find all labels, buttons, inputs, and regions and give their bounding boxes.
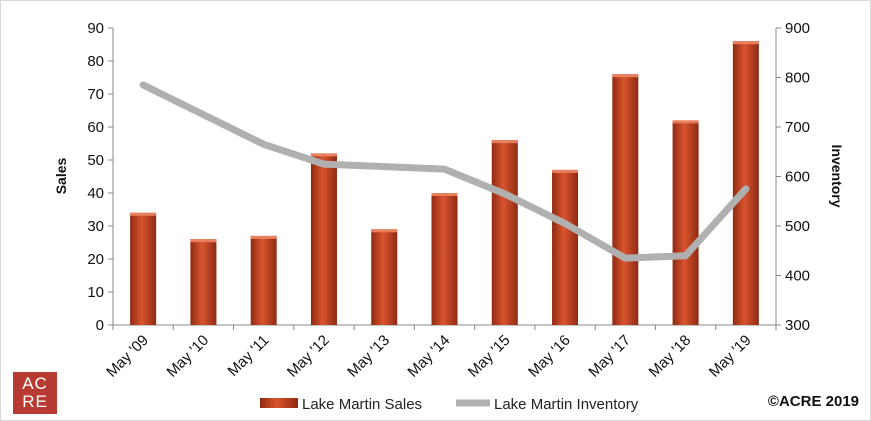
y2-tick-label: 700 <box>785 119 810 136</box>
x-tick-label: May '19 <box>706 332 755 381</box>
sales-bar-cap <box>612 74 639 78</box>
y2-tick-label: 900 <box>785 20 810 37</box>
y-tick-label: 10 <box>87 284 104 301</box>
sales-bar <box>612 74 639 325</box>
y2-tick-label: 300 <box>785 317 810 334</box>
y-tick-label: 80 <box>87 53 104 70</box>
inventory-line <box>139 81 750 262</box>
sales-bar-cap <box>672 120 699 124</box>
sales-bar <box>371 229 398 325</box>
axes: 0 10 20 30 40 50 60 70 80 90 300 400 500 600 700 800 900 <box>87 20 810 334</box>
x-tick-label: May '16 <box>525 332 574 381</box>
bar-series <box>130 41 759 326</box>
y-tick-label: 0 <box>96 317 104 334</box>
x-tick-label: May '18 <box>646 332 695 381</box>
sales-bar <box>672 120 699 326</box>
x-tick-label: May '12 <box>284 332 333 381</box>
x-tick-label: May '10 <box>163 332 212 381</box>
legend-label-sales: Lake Martin Sales <box>302 396 422 413</box>
y-tick-label: 30 <box>87 218 104 235</box>
x-tick-label: May '11 <box>224 332 272 380</box>
y-tick-label: 60 <box>87 119 104 136</box>
sales-bar <box>190 239 217 325</box>
y2-tick-label: 600 <box>785 169 810 186</box>
sales-bar-cap <box>431 193 458 196</box>
sales-bar <box>491 140 518 325</box>
y-axis-title: Sales <box>53 157 69 194</box>
y2-axis-title: Inventory <box>829 144 845 207</box>
sales-bar-cap <box>371 229 398 233</box>
legend-label-inventory: Lake Martin Inventory <box>494 396 639 413</box>
y-tick-label: 90 <box>87 20 104 37</box>
copyright-text: ©ACRE 2019 <box>767 393 859 410</box>
logo-line-2: RE <box>22 392 48 411</box>
acre-logo: AC RE <box>13 372 57 414</box>
legend: Lake Martin Sales Lake Martin Inventory <box>260 396 639 413</box>
x-tick-label: May '17 <box>585 332 634 381</box>
sales-bar-cap <box>190 239 217 243</box>
sales-bar-cap <box>732 41 759 45</box>
x-tick-label: May '14 <box>404 332 453 381</box>
x-tick-label: May '15 <box>465 332 514 381</box>
y2-tick-label: 400 <box>785 268 810 285</box>
sales-bar <box>431 193 458 325</box>
y-tick-label: 70 <box>87 86 104 103</box>
legend-swatch-sales <box>260 398 298 408</box>
y-tick-label: 40 <box>87 185 104 202</box>
sales-bar <box>310 153 337 325</box>
sales-bar <box>130 212 157 325</box>
x-tick-label: May '13 <box>344 332 393 381</box>
sales-bar-cap <box>310 153 337 157</box>
sales-bar-cap <box>552 169 579 173</box>
sales-bar-cap <box>250 235 277 239</box>
logo-line-1: AC <box>22 374 48 393</box>
y-tick-label: 50 <box>87 152 104 169</box>
x-tick-labels: May '09 May '10 May '11 May '12 May '13 May '… <box>103 332 755 381</box>
sales-bar <box>250 235 277 325</box>
x-tick-label: May '09 <box>103 332 152 381</box>
sales-bar <box>732 41 759 325</box>
sales-bar-cap <box>491 140 518 144</box>
sales-bar <box>552 169 579 325</box>
y2-tick-label: 800 <box>785 70 810 87</box>
y2-tick-label: 500 <box>785 218 810 235</box>
line-series <box>139 81 750 262</box>
y-tick-label: 20 <box>87 251 104 268</box>
sales-bar-cap <box>130 212 157 216</box>
